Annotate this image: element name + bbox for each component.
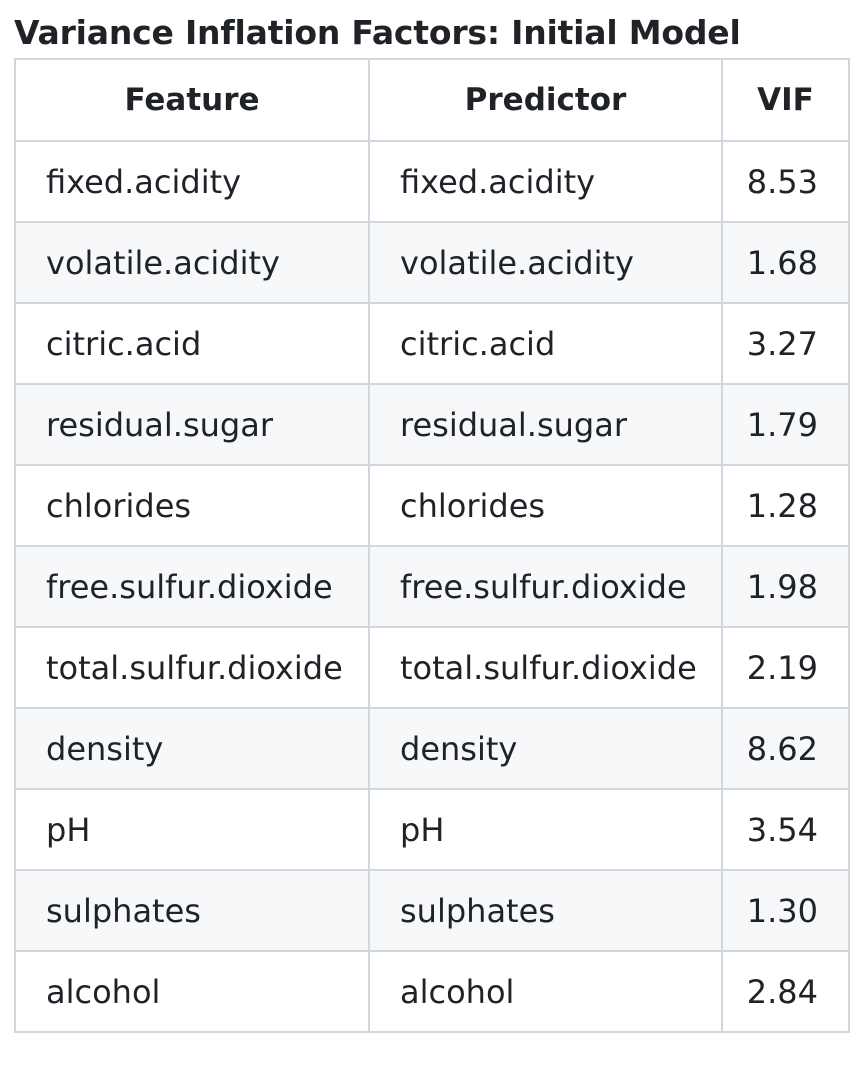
table-row: volatile.acidity volatile.acidity 1.68 [14,221,850,304]
table-row: chlorides chlorides 1.28 [14,464,850,547]
vif-cell: 2.84 [721,950,850,1033]
vif-cell: 2.19 [721,626,850,709]
header-predictor: Predictor [368,58,723,142]
vif-table: Feature Predictor VIF fixed.acidity fixe… [14,58,850,1033]
table-row: total.sulfur.dioxide total.sulfur.dioxid… [14,626,850,709]
table-header: Feature Predictor VIF [14,58,850,142]
header-row: Feature Predictor VIF [14,58,850,142]
vif-cell: 1.98 [721,545,850,628]
feature-cell: pH [14,788,370,871]
vif-cell: 1.68 [721,221,850,304]
feature-cell: citric.acid [14,302,370,385]
table-row: citric.acid citric.acid 3.27 [14,302,850,385]
table-body: fixed.acidity fixed.acidity 8.53 volatil… [14,140,850,1033]
table-row: residual.sugar residual.sugar 1.79 [14,383,850,466]
feature-cell: volatile.acidity [14,221,370,304]
feature-cell: free.sulfur.dioxide [14,545,370,628]
predictor-cell: fixed.acidity [368,140,723,223]
table-row: fixed.acidity fixed.acidity 8.53 [14,140,850,223]
predictor-cell: free.sulfur.dioxide [368,545,723,628]
predictor-cell: pH [368,788,723,871]
predictor-cell: alcohol [368,950,723,1033]
header-feature: Feature [14,58,370,142]
predictor-cell: total.sulfur.dioxide [368,626,723,709]
vif-cell: 1.30 [721,869,850,952]
predictor-cell: sulphates [368,869,723,952]
vif-cell: 8.62 [721,707,850,790]
feature-cell: chlorides [14,464,370,547]
table-row: free.sulfur.dioxide free.sulfur.dioxide … [14,545,850,628]
feature-cell: total.sulfur.dioxide [14,626,370,709]
predictor-cell: chlorides [368,464,723,547]
feature-cell: residual.sugar [14,383,370,466]
header-vif: VIF [721,58,850,142]
predictor-cell: residual.sugar [368,383,723,466]
feature-cell: sulphates [14,869,370,952]
vif-cell: 8.53 [721,140,850,223]
vif-cell: 1.79 [721,383,850,466]
table-title: Variance Inflation Factors: Initial Mode… [14,13,741,52]
vif-cell: 1.28 [721,464,850,547]
predictor-cell: volatile.acidity [368,221,723,304]
feature-cell: fixed.acidity [14,140,370,223]
table-row: alcohol alcohol 2.84 [14,950,850,1033]
feature-cell: density [14,707,370,790]
feature-cell: alcohol [14,950,370,1033]
table-row: pH pH 3.54 [14,788,850,871]
vif-cell: 3.27 [721,302,850,385]
table-row: density density 8.62 [14,707,850,790]
vif-cell: 3.54 [721,788,850,871]
table-row: sulphates sulphates 1.30 [14,869,850,952]
predictor-cell: density [368,707,723,790]
predictor-cell: citric.acid [368,302,723,385]
